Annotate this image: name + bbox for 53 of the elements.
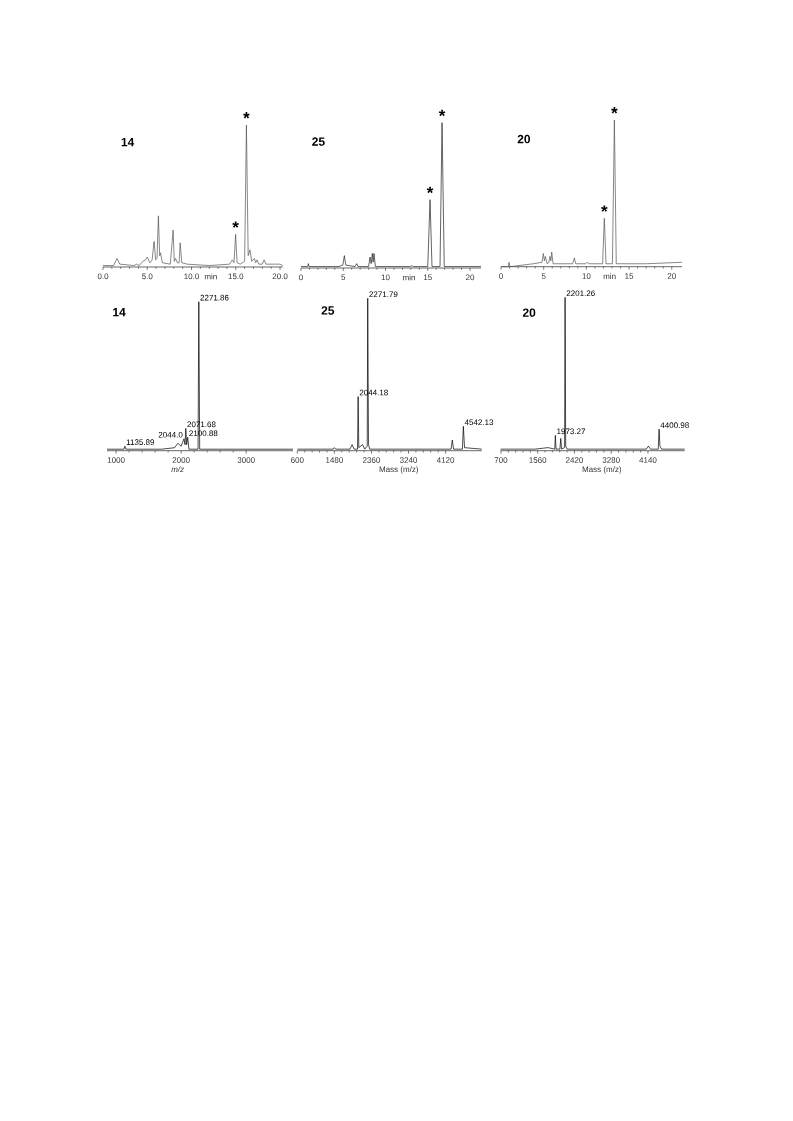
x-tick-label: 0.0	[97, 273, 109, 280]
x-axis-title: min	[204, 273, 217, 280]
annotation: *	[611, 107, 618, 114]
annotation: *	[438, 109, 446, 117]
annotation: 2271.86	[200, 294, 229, 301]
x-tick-label: 10	[582, 273, 591, 279]
x-axis-title: min	[603, 273, 616, 280]
x-tick-label: 15.0	[228, 273, 244, 280]
annotation: 2044.0	[158, 431, 183, 438]
annotation: 4542.13	[464, 419, 494, 426]
text: 20	[522, 308, 536, 317]
x-tick-label: 4120	[436, 457, 455, 463]
chart-title: 14	[113, 308, 126, 317]
annotation: *	[601, 205, 608, 212]
x-tick-label: 10.0	[184, 273, 199, 280]
text: 25	[312, 137, 325, 146]
x-axis-title: min	[403, 274, 415, 281]
annotation: 2201.26	[566, 290, 595, 297]
annotation: *	[243, 112, 250, 119]
x-tick-label: 0	[499, 273, 503, 279]
x-tick-label: 4140	[639, 457, 657, 463]
x-tick-label: 20	[465, 274, 475, 281]
x-axis-title: m/z	[171, 466, 185, 473]
annotation: 2271.79	[369, 291, 398, 298]
x-tick-label: 5	[341, 274, 346, 281]
x-tick-label: 5.0	[142, 273, 153, 280]
text: 14	[121, 137, 135, 147]
x-tick-label: 20.0	[272, 273, 288, 280]
x-tick-label: 1560	[529, 457, 547, 463]
x-tick-label: 700	[494, 457, 508, 463]
x-tick-label: 0	[299, 274, 303, 281]
x-tick-label: 3000	[237, 457, 255, 463]
annotation: 4400.98	[660, 422, 689, 429]
text: 25	[321, 306, 335, 315]
x-tick-label: 1480	[326, 457, 343, 463]
x-axis-title: Mass (m/z)	[379, 466, 419, 474]
annotation: 1135.89	[126, 439, 155, 446]
x-tick-label: 2360	[362, 457, 381, 463]
annotation: *	[232, 221, 239, 228]
annotation: *	[426, 186, 434, 194]
x-tick-label: 3280	[602, 457, 620, 463]
x-tick-label: 20	[667, 273, 676, 279]
x-tick-label: 2420	[565, 457, 584, 463]
x-axis-title: Mass (m/z)	[582, 466, 622, 474]
x-tick-label: 3240	[399, 457, 418, 463]
x-tick-label: 5	[541, 273, 546, 279]
text: 20	[517, 134, 531, 144]
x-tick-label: 15	[423, 274, 432, 281]
x-tick-label: 10	[381, 274, 390, 281]
x-tick-label: 600	[291, 457, 304, 463]
x-tick-label: 2000	[172, 457, 190, 463]
x-tick-label: 15	[625, 273, 634, 279]
x-tick-label: 1000	[107, 457, 125, 463]
